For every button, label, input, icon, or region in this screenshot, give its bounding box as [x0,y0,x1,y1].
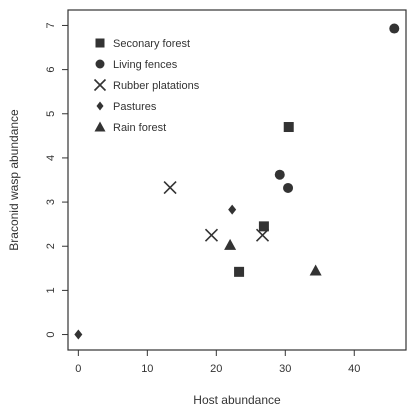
data-point-square [258,221,269,232]
y-axis-label: Braconid wasp abundance [7,109,21,251]
legend-label: Seconary forest [113,38,190,50]
data-point-triangle [309,264,322,276]
data-point-circle [283,182,294,193]
x-axis-label: Host abundance [193,393,281,407]
legend-label: Pastures [113,101,157,113]
legend-marker-triangle [94,121,106,132]
data-point-x [163,180,177,195]
legend-marker-diamond [96,101,104,111]
data-point-square [283,122,294,133]
x-tick-label: 0 [75,363,81,375]
plot-frame [67,9,407,351]
x-tick-label: 40 [348,363,360,375]
x-tick-label: 30 [279,363,291,375]
legend-label: Rubber platations [113,80,200,92]
y-tick-label: 6 [45,67,57,73]
data-point-circle [274,169,285,180]
data-point-square [234,266,245,277]
x-tick-label: 10 [141,363,153,375]
data-point-circle [389,23,400,34]
data-point-x [255,228,270,242]
legend-marker-x [93,78,107,92]
legend-marker-circle [95,59,105,69]
data-point-diamond [74,329,83,340]
y-tick-label: 5 [45,111,57,117]
legend-marker-square [95,38,105,48]
data-point-x [204,228,219,242]
y-tick-label: 2 [45,243,57,249]
y-tick-label: 7 [45,22,57,28]
data-point-triangle [224,238,237,250]
y-tick-label: 3 [45,199,57,205]
plot-area: 0 10 20 30 40 0 1 2 3 4 5 6 7 Seconary forest Living f… [45,9,407,375]
y-tick-label: 0 [45,331,57,337]
data-point-diamond [228,204,237,215]
y-tick-label: 4 [45,155,57,161]
y-tick-label: 1 [45,287,57,293]
legend-label: Living fences [113,59,178,71]
legend-label: Rain forest [113,122,166,134]
x-tick-label: 20 [210,363,222,375]
